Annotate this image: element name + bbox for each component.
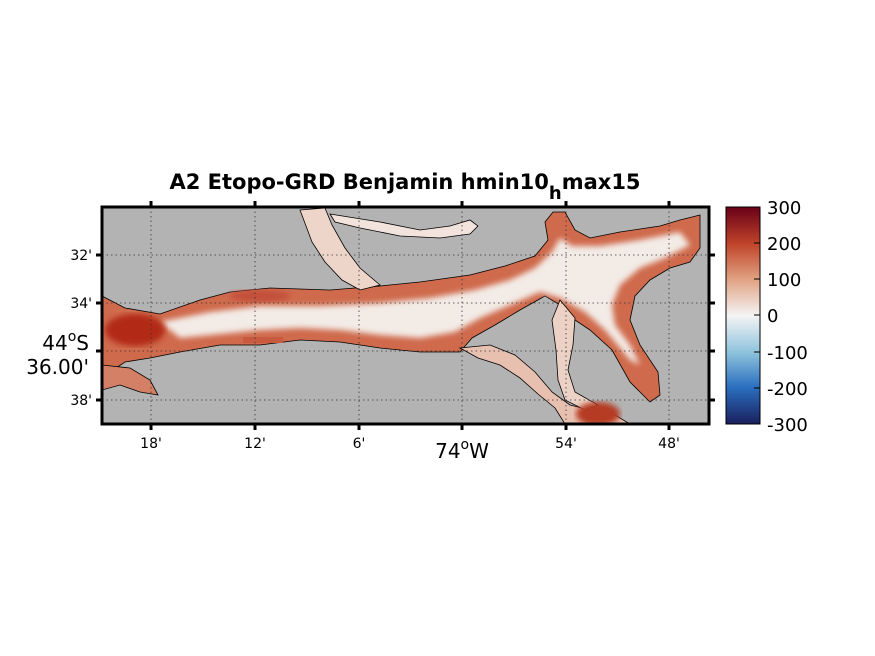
- deep-zone-west: [105, 314, 165, 346]
- y-tick-label: 38': [70, 393, 92, 409]
- x-tick-label: 54': [555, 436, 577, 452]
- map-title: A2 Etopo-GRD Benjamin hmin10hmax15: [169, 170, 640, 204]
- y-center-minute-label: 36.00': [26, 355, 89, 379]
- x-tick-label: 18': [140, 436, 162, 452]
- colorbar-ticks: [754, 206, 760, 425]
- x-tick-label: 48': [658, 436, 680, 452]
- y-tick-labels: 32' 34' 38': [70, 248, 92, 409]
- y-center-degree-label: 44oS: [42, 329, 89, 355]
- x-tick-label: 12': [244, 436, 266, 452]
- deep-bar: [243, 337, 283, 343]
- northwest-arm: [299, 207, 381, 291]
- colorbar-label: 200: [767, 234, 801, 255]
- north-inlet: [329, 213, 479, 239]
- y-tick-label: 34': [70, 296, 92, 312]
- x-tick-label: 6': [353, 436, 366, 452]
- main-channel-core: [160, 232, 690, 365]
- water-channels: [102, 207, 701, 424]
- x-center-label: 74oW: [435, 437, 489, 463]
- colorbar-label: -200: [767, 379, 808, 400]
- graticule: [102, 207, 709, 424]
- colorbar-label: 0: [767, 306, 778, 327]
- colorbar-label: -300: [767, 415, 808, 436]
- southeast-arm: [458, 344, 631, 424]
- map-frame: [100, 205, 711, 426]
- west-inlet: [102, 364, 159, 396]
- y-tick-label: 32': [70, 248, 92, 264]
- colorbar-label: 300: [767, 198, 801, 219]
- tick-marks: [96, 201, 715, 430]
- deep-zone-north-edge: [230, 290, 290, 302]
- colorbar-label: -100: [767, 343, 808, 364]
- map-area: [102, 207, 709, 424]
- deep-zone-south: [576, 402, 620, 424]
- colorbar-label: 100: [767, 270, 801, 291]
- colorbar-labels: 300 200 100 0 -100 -200 -300: [767, 198, 808, 436]
- x-tick-labels: 18' 12' 6' 54' 48': [140, 436, 680, 452]
